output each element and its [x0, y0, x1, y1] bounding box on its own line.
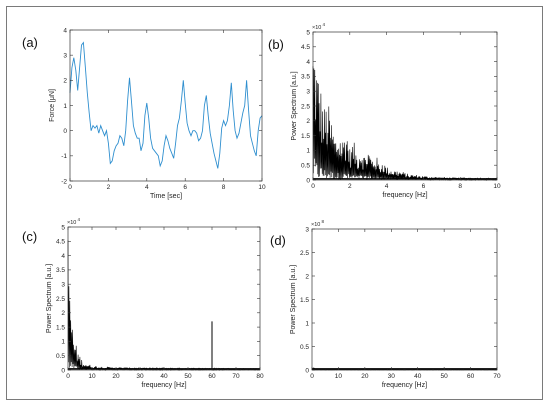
- exponent-power: 4: [323, 22, 326, 27]
- x-tick-label: 10: [258, 184, 266, 191]
- panel-letter: (a): [22, 35, 38, 50]
- y-tick-label: 2: [63, 78, 67, 85]
- x-tick-label: 80: [256, 373, 264, 380]
- panel-letter: (c): [22, 229, 37, 244]
- y-tick-label: 0: [61, 367, 65, 374]
- y-tick-label: 1.5: [56, 324, 65, 331]
- x-tick-label: 60: [208, 373, 216, 380]
- x-tick-label: 20: [361, 373, 369, 380]
- y-tick-label: 0.5: [301, 163, 310, 170]
- x-tick-label: 0: [311, 183, 315, 190]
- x-tick-label: 10: [335, 373, 343, 380]
- x-axis-label: frequency [Hz]: [382, 192, 427, 199]
- x-tick-label: 70: [232, 373, 240, 380]
- y-tick-label: 0: [305, 367, 309, 374]
- y-tick-label: 0: [306, 177, 310, 184]
- x-tick-label: 50: [441, 373, 449, 380]
- exponent-power: 4: [78, 217, 81, 222]
- y-tick-label: 1.5: [300, 297, 309, 304]
- x-tick-label: 4: [145, 184, 149, 191]
- y-tick-label: 5: [306, 29, 310, 36]
- y-tick-label: 3: [63, 52, 67, 59]
- x-tick-label: 8: [458, 183, 462, 190]
- y-tick-label: 2: [61, 310, 65, 317]
- exponent-label: ×10: [312, 25, 321, 31]
- y-tick-label: 3.5: [56, 267, 65, 274]
- y-tick-label: 4: [63, 27, 67, 34]
- y-axis-label: Power Spectrum [a.u.]: [291, 71, 298, 140]
- y-tick-label: 0.5: [56, 353, 65, 360]
- x-tick-label: 30: [136, 373, 144, 380]
- y-tick-label: 3.5: [301, 74, 310, 81]
- y-axis-label: Power Spectrum [a.u.]: [46, 264, 53, 333]
- y-tick-label: 3: [305, 226, 309, 233]
- exponent-power: 8: [322, 219, 325, 224]
- x-axis-label: frequency [Hz]: [382, 382, 427, 389]
- y-tick-label: 1.5: [301, 133, 310, 140]
- y-tick-label: 2.5: [300, 250, 309, 257]
- series-line-0: [69, 41, 263, 169]
- y-axis-label: Force [μN]: [49, 89, 56, 122]
- y-tick-label: 5: [61, 224, 65, 231]
- x-tick-label: 0: [68, 184, 72, 191]
- x-tick-label: 6: [183, 184, 187, 191]
- x-tick-label: 8: [222, 184, 226, 191]
- y-tick-label: 4.5: [56, 239, 65, 246]
- spectrum-line: [312, 66, 498, 182]
- panel-d: (d) 0 10 20 30 40 50 60 70 0 0.5 1 1.5 2 2.5 3 frequency…: [270, 219, 501, 389]
- x-tick-label: 70: [493, 373, 501, 380]
- axes-box: [311, 228, 498, 371]
- panel-b: (b) 0 2 4 6 8 10 0 0.5 1 1.5 2 2.5 3 3.5 4 4.5 5 frequency…: [268, 22, 501, 199]
- y-tick-label: 4.5: [301, 44, 310, 51]
- y-tick-label: 2.5: [301, 103, 310, 110]
- x-tick-label: 2: [107, 184, 111, 191]
- y-tick-label: 2.5: [56, 296, 65, 303]
- y-tick-label: 0: [63, 128, 67, 135]
- x-tick-label: 0: [66, 373, 70, 380]
- x-tick-label: 10: [88, 373, 96, 380]
- y-tick-label: 1: [63, 103, 67, 110]
- x-tick-label: 6: [422, 183, 426, 190]
- y-tick-label: 1: [306, 148, 310, 155]
- panel-letter: (d): [270, 233, 286, 248]
- spectrum-line: [67, 240, 261, 372]
- x-tick-label: 10: [493, 183, 501, 190]
- x-tick-label: 20: [112, 373, 120, 380]
- y-tick-label: 3: [61, 282, 65, 289]
- panel-letter: (b): [268, 37, 284, 52]
- y-tick-label: -2: [61, 178, 67, 185]
- x-tick-label: 2: [348, 183, 352, 190]
- x-tick-label: 30: [388, 373, 396, 380]
- axes-box: [67, 226, 261, 371]
- y-tick-label: 2: [305, 273, 309, 280]
- x-tick-label: 50: [184, 373, 192, 380]
- y-tick-label: 3: [306, 89, 310, 96]
- figure-frame: [6, 6, 543, 400]
- y-tick-label: 1: [305, 320, 309, 327]
- exponent-label: ×10: [67, 220, 76, 226]
- y-tick-label: 4: [61, 253, 65, 260]
- y-tick-label: 1: [61, 339, 65, 346]
- x-tick-label: 40: [414, 373, 422, 380]
- panel-c: (c) 0 10 20 30 40 50 60 70 80 0 0.5 1 1.5 2 2.5 3 3.5 4 4.5…: [22, 217, 264, 389]
- y-tick-label: 4: [306, 59, 310, 66]
- x-axis-label: Time [sec]: [150, 193, 182, 200]
- y-tick-label: 2: [306, 118, 310, 125]
- x-axis-label: frequency [Hz]: [141, 382, 186, 389]
- x-tick-label: 0: [310, 373, 314, 380]
- y-axis-label: Power Spectrum [a.u.]: [290, 265, 297, 334]
- exponent-label: ×10: [311, 222, 320, 228]
- x-tick-label: 40: [160, 373, 168, 380]
- y-tick-label: -1: [61, 153, 67, 160]
- x-tick-label: 4: [385, 183, 389, 190]
- y-tick-label: 0.5: [300, 344, 309, 351]
- x-tick-label: 60: [467, 373, 475, 380]
